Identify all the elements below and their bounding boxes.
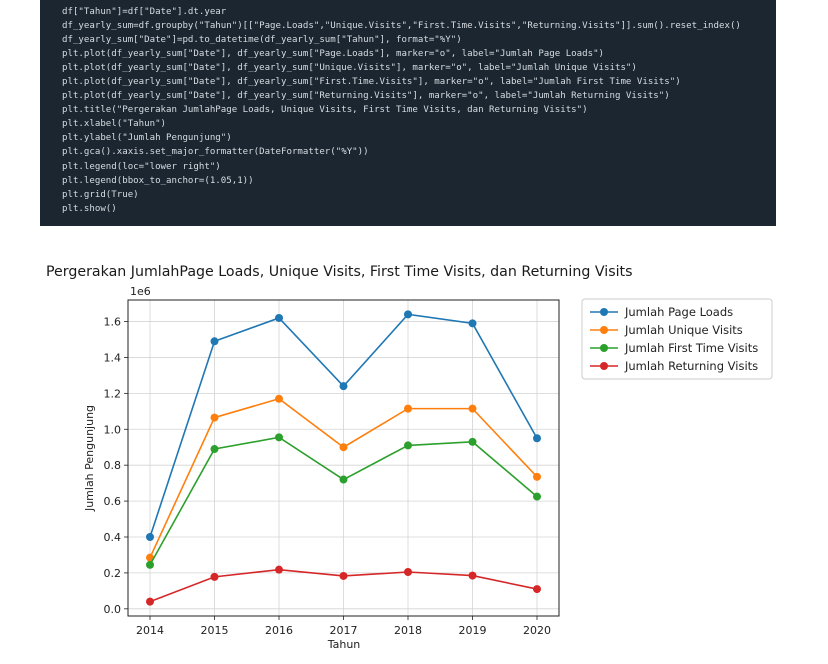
y-tick-label: 0.4 [104, 531, 122, 544]
data-point [146, 533, 154, 541]
legend-label: Jumlah Unique Visits [624, 323, 743, 337]
y-tick-label: 0.6 [104, 495, 122, 508]
data-point [210, 445, 219, 454]
data-point [275, 565, 283, 574]
x-tick-label: 2019 [459, 624, 487, 637]
code-line: plt.plot(df_yearly_sum["Date"], df_yearl… [62, 91, 670, 102]
legend-entry: Jumlah Returning Visits [590, 359, 758, 373]
code-line: plt.xlabel("Tahun") [62, 119, 167, 130]
data-point [146, 597, 154, 606]
data-point [404, 441, 412, 450]
legend: Jumlah Page Loads Jumlah Unique Visits Jum… [581, 298, 773, 380]
x-tick-label: 2015 [201, 624, 229, 637]
code-line: plt.plot(df_yearly_sum["Date"], df_yearl… [62, 49, 605, 60]
data-point [210, 413, 219, 422]
data-point [275, 394, 283, 403]
series-1 [146, 310, 541, 541]
data-point [339, 571, 348, 580]
data-point [339, 443, 348, 452]
data-point [404, 404, 412, 413]
code-line: df_yearly_sum["Date"]=pd.to_datetime(df_… [62, 35, 462, 46]
data-point [468, 319, 477, 328]
y-tick-label: 1.6 [104, 316, 122, 329]
code-line: plt.show() [62, 203, 117, 214]
legend-marker [600, 344, 608, 352]
code-cell: df["Tahun"]=df["Date"].dt.year df_yearly_… [40, 0, 776, 226]
code-line: plt.legend(bbox_to_anchor=(1.05,1)) [62, 175, 254, 186]
y-tick-label: 0.0 [104, 603, 122, 616]
legend-entry: Jumlah Unique Visits [590, 323, 743, 337]
x-axis-label: Tahun [327, 638, 361, 651]
x-tick-label: 2017 [330, 624, 358, 637]
data-point [275, 313, 283, 322]
x-tick-label: 2016 [265, 624, 293, 637]
legend-marker [600, 326, 608, 334]
x-tick-label: 2014 [136, 624, 164, 637]
data-point [468, 437, 477, 446]
data-point [210, 337, 219, 346]
data-point [210, 572, 219, 581]
legend-box [581, 298, 773, 380]
code-line: plt.title("Pergerakan JumlahPage Loads, … [62, 105, 588, 116]
code-line: plt.plot(df_yearly_sum["Date"], df_yearl… [62, 63, 637, 74]
x-tick-label: 2020 [523, 624, 551, 637]
x-tick-label: 2018 [394, 624, 422, 637]
data-point [339, 382, 348, 391]
line-chart: Pergerakan JumlahPage Loads, Unique Visi… [46, 264, 773, 651]
data-point [533, 492, 541, 501]
legend-entry: Jumlah Page Loads [590, 305, 733, 319]
code-line: df["Tahun"]=df["Date"].dt.year [62, 7, 227, 17]
y-axis-label: Jumlah Pengunjung [83, 405, 96, 512]
legend-label: Jumlah Page Loads [624, 305, 733, 319]
data-point [275, 433, 283, 442]
y-scale-label: 1e6 [130, 285, 151, 298]
y-tick-label: 1.4 [104, 351, 122, 364]
series-2 [146, 394, 541, 562]
data-point [146, 560, 154, 569]
code-line: plt.grid(True) [62, 189, 139, 200]
y-tick-label: 0.2 [104, 567, 122, 580]
code-line: plt.ylabel("Jumlah Pengunjung") [62, 133, 232, 144]
data-point [339, 475, 348, 484]
code-line: plt.plot(df_yearly_sum["Date"], df_yearl… [62, 77, 681, 88]
legend-marker [600, 308, 608, 316]
series-4 [146, 565, 541, 606]
legend-marker [600, 362, 608, 370]
legend-label: Jumlah Returning Visits [624, 359, 758, 373]
legend-label: Jumlah First Time Visits [624, 341, 758, 355]
code-line: plt.legend(loc="lower right") [62, 161, 221, 172]
series-3 [146, 433, 541, 569]
y-tick-label: 0.8 [104, 459, 122, 472]
chart-title: Pergerakan JumlahPage Loads, Unique Visi… [46, 264, 633, 280]
code-line: plt.gca().xaxis.set_major_formatter(Date… [62, 147, 369, 158]
legend-entry: Jumlah First Time Visits [590, 341, 758, 355]
data-point [468, 404, 477, 413]
y-tick-label: 1.0 [104, 423, 122, 436]
data-point [533, 434, 541, 443]
data-point [404, 310, 412, 319]
y-tick-label: 1.2 [104, 387, 122, 400]
data-point [404, 568, 412, 577]
data-point [468, 571, 477, 580]
data-point [533, 585, 541, 594]
data-point [533, 472, 541, 481]
code-line: df_yearly_sum=df.groupby("Tahun")[["Page… [62, 21, 741, 32]
